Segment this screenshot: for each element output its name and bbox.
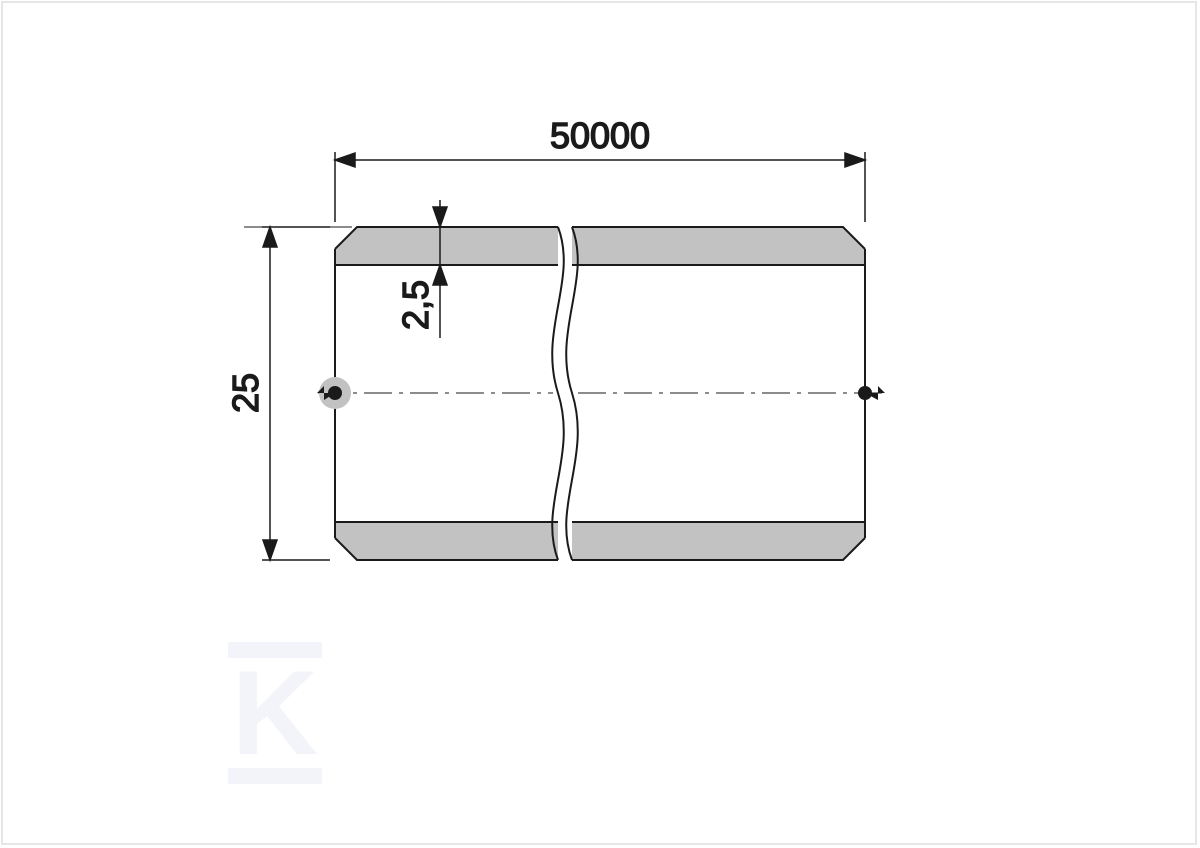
image-border [1, 1, 1197, 845]
